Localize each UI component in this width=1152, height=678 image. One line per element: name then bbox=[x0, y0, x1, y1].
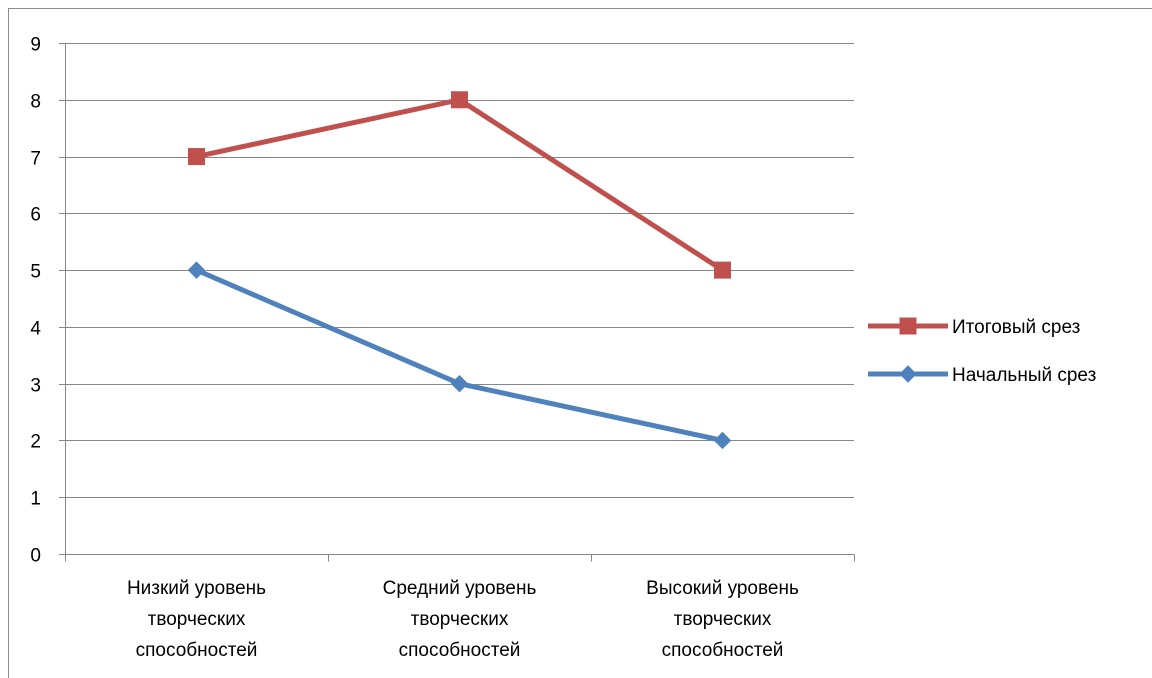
y-tick-label: 5 bbox=[30, 262, 41, 283]
y-tick-label: 1 bbox=[30, 489, 41, 510]
data-point bbox=[188, 148, 205, 166]
x-tick-label-line: способностей bbox=[399, 640, 521, 661]
series-lines bbox=[187, 91, 732, 450]
x-tick-label-line: творческих bbox=[411, 609, 509, 630]
axes bbox=[59, 43, 855, 562]
y-tick-label: 0 bbox=[30, 546, 41, 567]
legend-label: Начальный срез bbox=[952, 365, 1096, 386]
x-tick-label: Высокий уровень творческих способностей bbox=[646, 578, 799, 661]
y-tick-label: 2 bbox=[30, 432, 41, 453]
legend-label: Итоговый срез bbox=[952, 317, 1080, 338]
data-point bbox=[714, 261, 731, 279]
x-tick-label-line: способностей bbox=[662, 640, 784, 661]
x-tick-label-line: Средний уровень bbox=[383, 578, 537, 599]
x-tick-label-line: способностей bbox=[136, 640, 258, 661]
x-tick-label-line: Низкий уровень bbox=[127, 578, 266, 599]
data-point bbox=[713, 431, 732, 450]
x-tick-label: Низкий уровень творческих способностей bbox=[127, 578, 266, 661]
y-tick-label: 9 bbox=[30, 35, 41, 56]
legend: Итоговый срез Начальный срез bbox=[868, 317, 1096, 386]
y-tick-label: 6 bbox=[30, 205, 41, 226]
chart-frame bbox=[8, 8, 1152, 678]
legend-marker bbox=[899, 317, 917, 335]
series-1 bbox=[188, 91, 731, 279]
x-tick-label-line: творческих bbox=[148, 609, 246, 630]
series-2 bbox=[187, 261, 732, 450]
x-tick-label-line: Высокий уровень bbox=[646, 578, 799, 599]
data-point bbox=[187, 261, 206, 279]
legend-item: Итоговый срез bbox=[868, 317, 1080, 338]
y-tick-label: 3 bbox=[30, 376, 41, 397]
data-point bbox=[451, 91, 468, 109]
y-tick-label: 7 bbox=[30, 149, 41, 170]
data-point bbox=[450, 374, 469, 393]
y-tick-label: 8 bbox=[30, 92, 41, 113]
x-tick-label: Средний уровень творческих способностей bbox=[383, 578, 537, 661]
y-axis-tick-labels: 0 1 2 3 4 5 6 7 8 9 bbox=[30, 35, 41, 567]
legend-item: Начальный срез bbox=[868, 365, 1096, 386]
legend-marker bbox=[899, 365, 917, 383]
x-axis-tick-labels: Низкий уровень творческих способностейСред… bbox=[127, 578, 799, 661]
y-tick-label: 4 bbox=[30, 319, 41, 340]
x-tick-label-line: творческих bbox=[674, 609, 772, 630]
